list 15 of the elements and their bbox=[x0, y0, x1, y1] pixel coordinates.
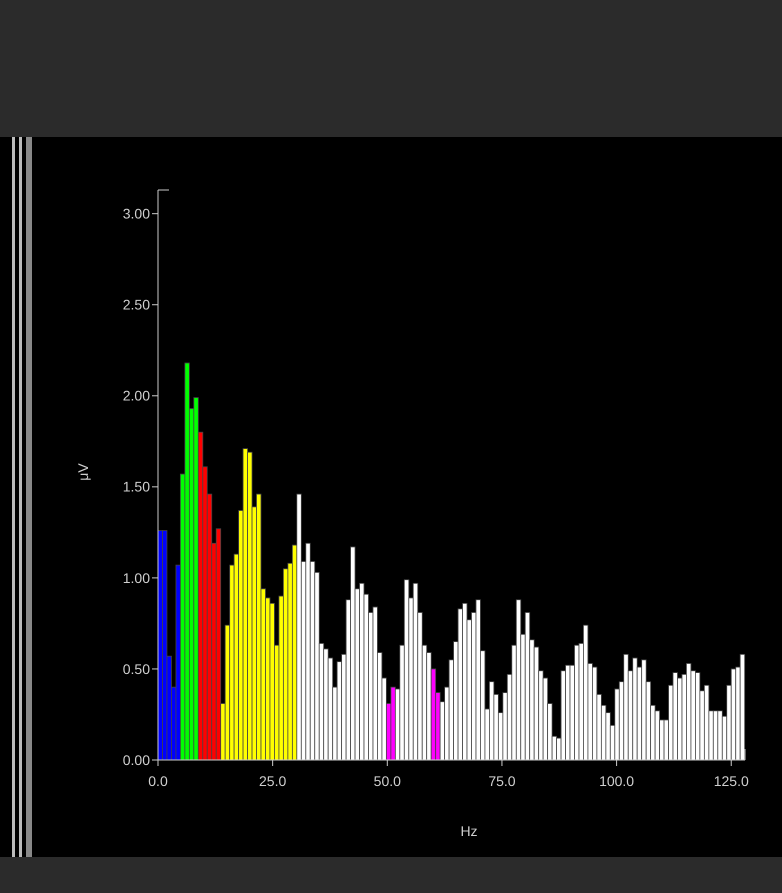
x-tick-label: 75.0 bbox=[488, 773, 516, 789]
x-tick-label: 25.0 bbox=[259, 773, 286, 789]
x-tick-label: 50.0 bbox=[374, 773, 402, 789]
x-axis-title: Hz bbox=[460, 823, 478, 839]
x-tick-label: 125.0 bbox=[714, 773, 749, 789]
x-tick-label: 0.0 bbox=[148, 773, 168, 789]
x-tick-label: 100.0 bbox=[599, 773, 634, 789]
y-tick-label: 1.00 bbox=[122, 570, 150, 586]
y-axis-title: μV bbox=[75, 462, 91, 481]
y-tick-label: 3.00 bbox=[122, 206, 150, 222]
y-tick-label: 2.00 bbox=[122, 388, 150, 404]
y-tick-label: 0.00 bbox=[122, 752, 150, 768]
y-tick-label: 2.50 bbox=[122, 296, 150, 313]
y-tick-label: 1.50 bbox=[122, 478, 150, 495]
y-tick-label: 0.50 bbox=[122, 660, 150, 677]
